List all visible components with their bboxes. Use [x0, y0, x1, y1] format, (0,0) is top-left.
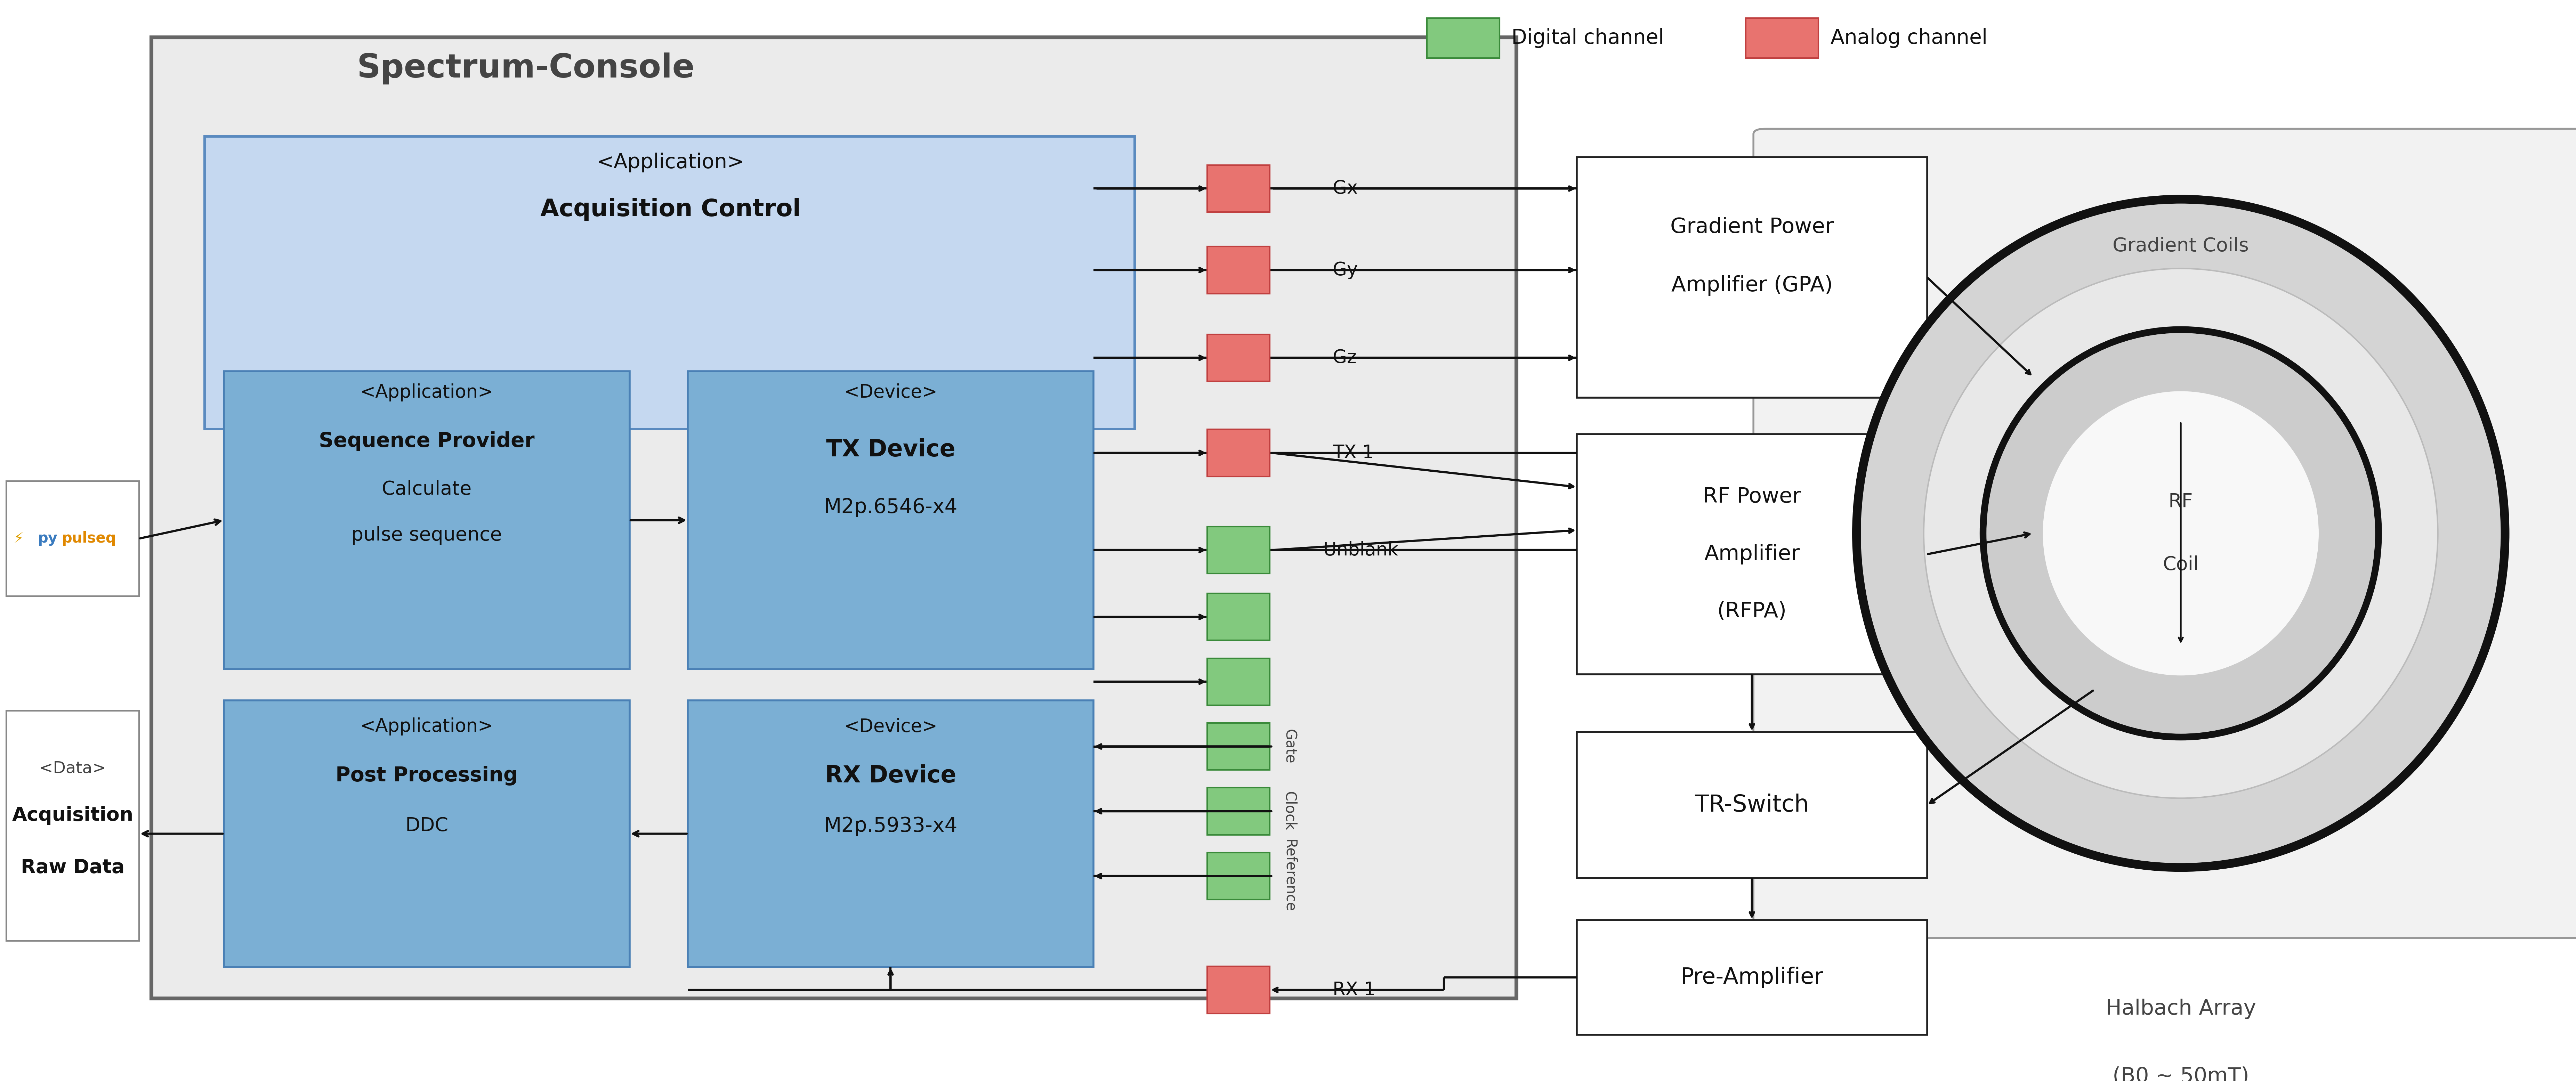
- Bar: [1208, 429, 1270, 477]
- Bar: [1427, 18, 1499, 58]
- Bar: [1208, 334, 1270, 382]
- Text: M2p.6546-x4: M2p.6546-x4: [824, 497, 958, 517]
- Text: RF Power: RF Power: [1703, 486, 1801, 507]
- Text: Amplifier (GPA): Amplifier (GPA): [1672, 276, 1832, 296]
- Text: Pre-Amplifier: Pre-Amplifier: [1680, 966, 1824, 988]
- Text: Gx: Gx: [1332, 179, 1358, 198]
- Text: Digital channel: Digital channel: [1512, 28, 1664, 48]
- Text: RX 1: RX 1: [1332, 980, 1376, 999]
- Bar: [224, 700, 629, 966]
- Text: TX Device: TX Device: [827, 438, 956, 462]
- Bar: [1577, 920, 1927, 1035]
- Text: ⚡: ⚡: [13, 531, 23, 546]
- Bar: [1208, 526, 1270, 574]
- Text: TR-Switch: TR-Switch: [1695, 793, 1808, 816]
- Text: <Application>: <Application>: [598, 152, 744, 172]
- Text: Raw Data: Raw Data: [21, 858, 124, 877]
- Text: RX Device: RX Device: [824, 764, 956, 787]
- Text: Sequence Provider: Sequence Provider: [319, 431, 533, 451]
- Text: Unblank: Unblank: [1324, 540, 1399, 559]
- Text: TX 1: TX 1: [1332, 444, 1373, 462]
- Bar: [1208, 966, 1270, 1013]
- Bar: [1208, 853, 1270, 899]
- Text: Gate: Gate: [1283, 730, 1296, 764]
- Ellipse shape: [2043, 390, 2318, 676]
- Text: Gz: Gz: [1332, 349, 1358, 366]
- Text: pulseq: pulseq: [62, 531, 116, 546]
- Text: Amplifier: Amplifier: [1703, 544, 1801, 564]
- Text: Acquisition: Acquisition: [13, 806, 134, 825]
- Text: (B0 ~ 50mT): (B0 ~ 50mT): [2112, 1066, 2249, 1081]
- Bar: [1747, 18, 1819, 58]
- Bar: [1577, 435, 1927, 675]
- Text: pulse sequence: pulse sequence: [350, 526, 502, 545]
- Bar: [1208, 246, 1270, 294]
- Text: Gy: Gy: [1332, 261, 1358, 279]
- Text: Calculate: Calculate: [381, 480, 471, 498]
- Text: Spectrum-Console: Spectrum-Console: [358, 52, 696, 84]
- Bar: [1577, 732, 1927, 878]
- Text: Post Processing: Post Processing: [335, 765, 518, 786]
- Bar: [1208, 165, 1270, 212]
- Text: Gradient Coils: Gradient Coils: [2112, 237, 2249, 255]
- Text: <Device>: <Device>: [845, 718, 938, 736]
- Bar: [1208, 723, 1270, 770]
- FancyBboxPatch shape: [1754, 129, 2576, 938]
- Bar: [688, 700, 1092, 966]
- Text: DDC: DDC: [404, 816, 448, 836]
- Ellipse shape: [1924, 268, 2437, 798]
- Ellipse shape: [1984, 330, 2378, 737]
- Bar: [1208, 658, 1270, 705]
- Bar: [5, 711, 139, 940]
- Bar: [1208, 788, 1270, 835]
- Bar: [152, 37, 1517, 998]
- Bar: [1577, 157, 1927, 398]
- Bar: [224, 372, 629, 669]
- Text: <Data>: <Data>: [39, 761, 106, 776]
- Text: (RFPA): (RFPA): [1716, 601, 1788, 622]
- Text: Coil: Coil: [2161, 556, 2197, 574]
- Text: Reference: Reference: [1283, 840, 1296, 912]
- Ellipse shape: [1857, 199, 2504, 867]
- Text: <Application>: <Application>: [361, 384, 492, 401]
- Text: <Application>: <Application>: [361, 718, 492, 736]
- Text: Gradient Power: Gradient Power: [1669, 217, 1834, 238]
- Text: Halbach Array: Halbach Array: [2105, 999, 2257, 1019]
- Text: RF: RF: [2169, 493, 2192, 511]
- Bar: [1208, 593, 1270, 640]
- Bar: [204, 136, 1133, 429]
- Text: Clock: Clock: [1283, 791, 1296, 831]
- Text: py: py: [39, 531, 57, 546]
- Bar: [5, 481, 139, 596]
- Text: Acquisition Control: Acquisition Control: [541, 198, 801, 222]
- Text: M2p.5933-x4: M2p.5933-x4: [824, 816, 958, 836]
- Text: Analog channel: Analog channel: [1829, 28, 1986, 48]
- Bar: [688, 372, 1092, 669]
- Text: <Device>: <Device>: [845, 384, 938, 401]
